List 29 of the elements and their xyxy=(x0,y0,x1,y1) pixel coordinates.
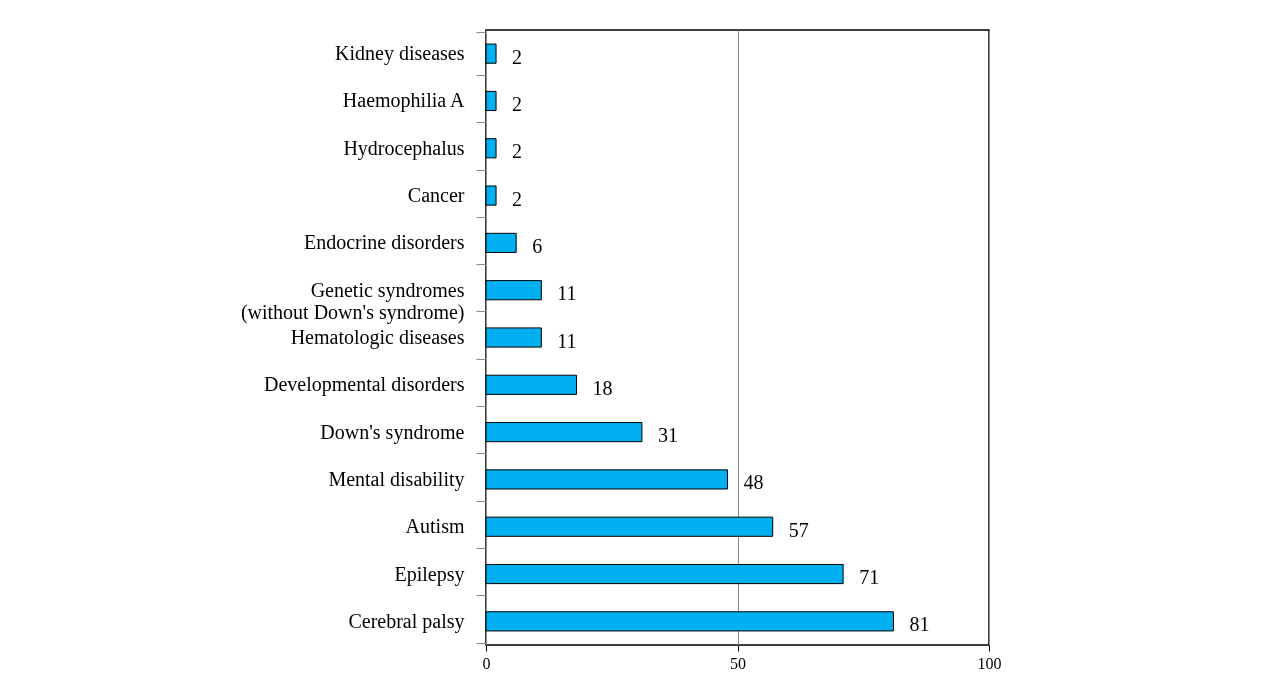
data-label: 71 xyxy=(859,566,880,589)
x-tick-label: 50 xyxy=(730,654,746,672)
data-label: 6 xyxy=(532,234,543,257)
data-label: 11 xyxy=(557,282,577,305)
y-tick-label: Developmental disorders xyxy=(264,373,465,397)
y-tick-label: Hematologic diseases xyxy=(290,326,465,349)
data-label: 31 xyxy=(657,424,678,447)
data-label: 11 xyxy=(557,329,577,352)
y-tick-label: Autism xyxy=(405,515,465,538)
y-tick-label: Haemophilia A xyxy=(342,89,466,113)
x-tick-label: 100 xyxy=(977,654,1002,672)
data-label: 2 xyxy=(512,187,523,210)
y-tick-label: Cerebral palsy xyxy=(348,609,465,633)
data-label: 57 xyxy=(788,518,809,541)
data-label: 2 xyxy=(512,45,523,68)
y-tick-label: Hydrocephalus xyxy=(343,136,465,160)
y-tick-label: Epilepsy xyxy=(394,562,465,586)
y-tick-label: Genetic syndromes (without Down's syndrome) xyxy=(240,278,465,324)
data-label: 18 xyxy=(592,376,613,399)
y-tick-label: Mental disability xyxy=(328,467,465,491)
x-tick-label: 0 xyxy=(482,654,491,672)
data-label: 2 xyxy=(512,140,523,163)
y-tick-label: Kidney diseases xyxy=(335,42,465,66)
data-label: 48 xyxy=(743,471,764,494)
data-label: 2 xyxy=(512,92,523,115)
y-tick-label: Endocrine disorders xyxy=(303,231,465,254)
data-label: 81 xyxy=(909,613,930,636)
y-tick-label: Down's syndrome xyxy=(320,420,465,444)
y-tick-label: Cancer xyxy=(407,184,465,207)
